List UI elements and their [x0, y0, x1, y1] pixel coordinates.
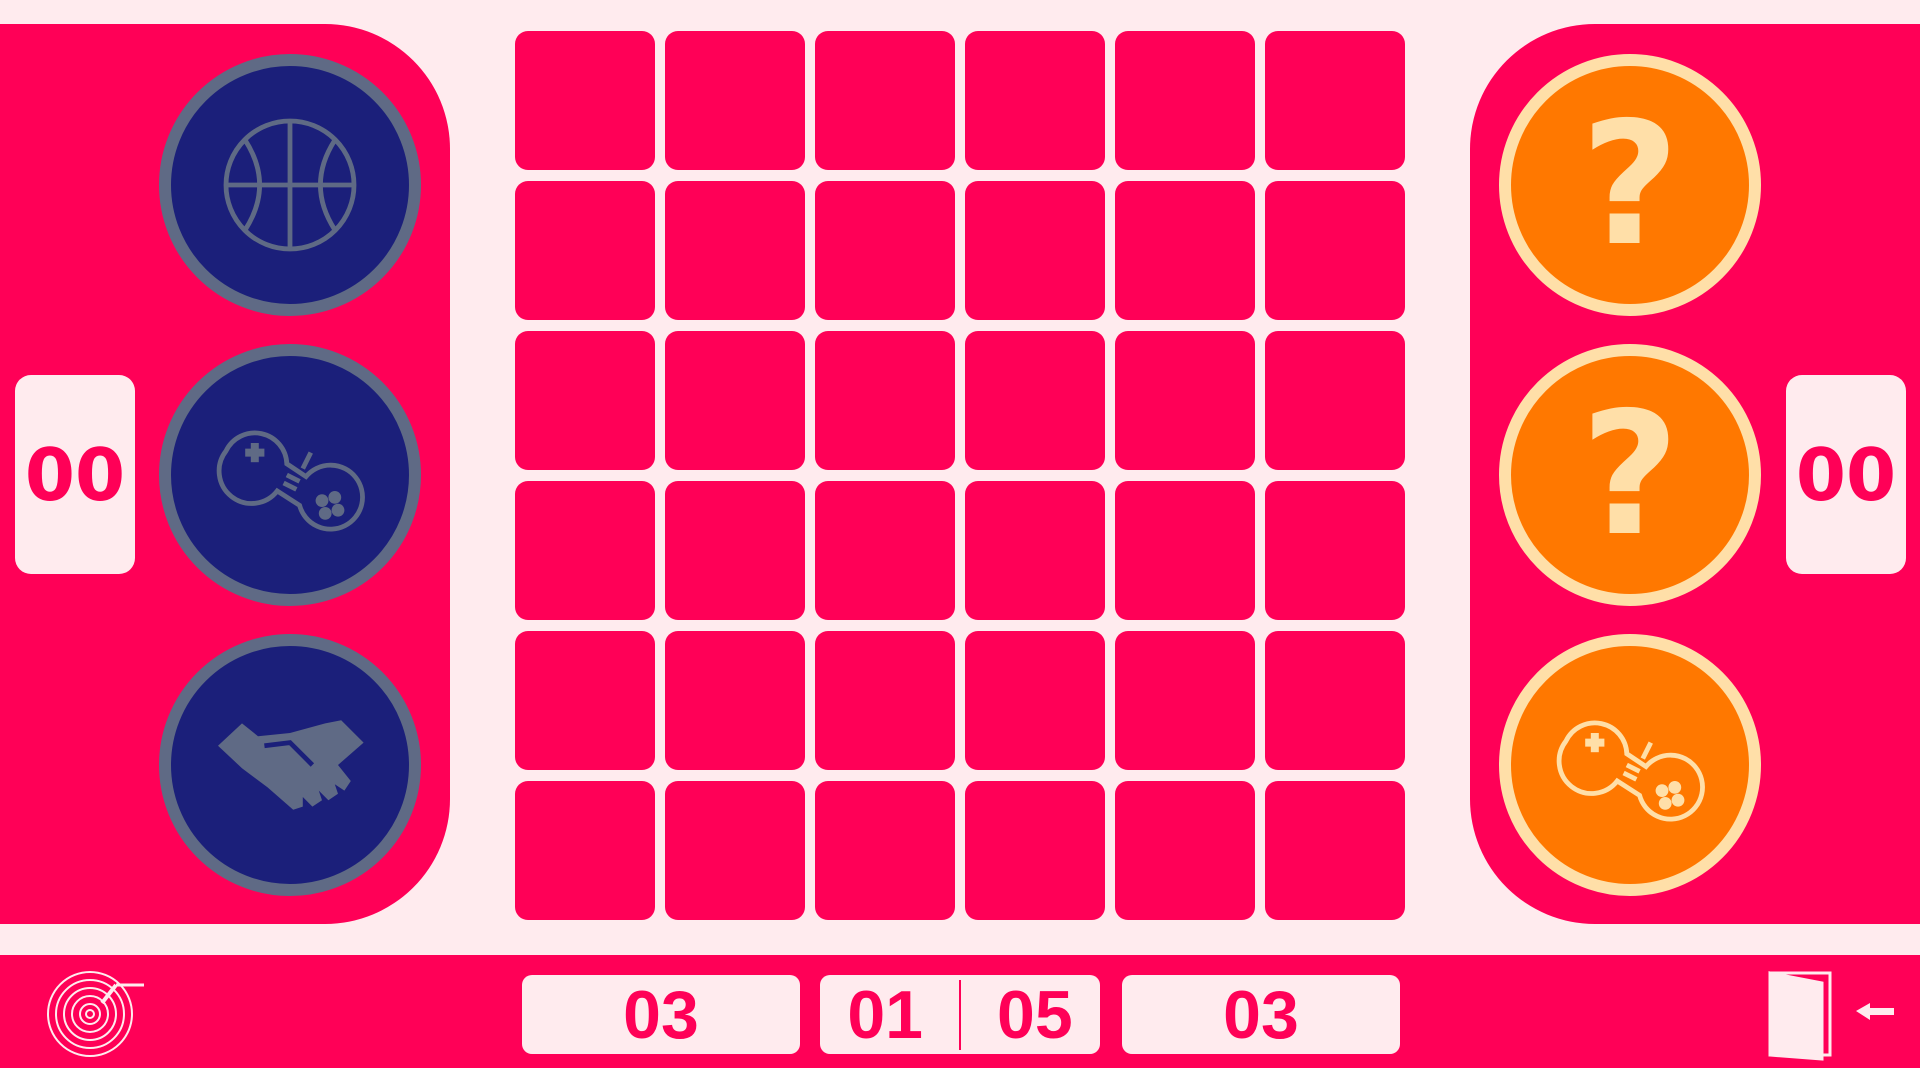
board-card[interactable] [665, 481, 805, 620]
left-counter: 03 [522, 975, 800, 1054]
board-card[interactable] [515, 481, 655, 620]
board-card[interactable] [1115, 331, 1255, 470]
question-icon: ? [1580, 376, 1680, 574]
board-card[interactable] [965, 781, 1105, 920]
right-counter-value: 03 [1223, 976, 1299, 1053]
board-card[interactable] [1115, 181, 1255, 320]
board-card[interactable] [515, 631, 655, 770]
music-toggle-button[interactable] [46, 969, 146, 1063]
board-card[interactable] [515, 331, 655, 470]
vinyl-record-icon [47, 971, 144, 1057]
board-card[interactable] [515, 31, 655, 170]
player2-token-hidden-1[interactable]: ? [1499, 54, 1761, 316]
board-card[interactable] [815, 481, 955, 620]
board-card[interactable] [665, 631, 805, 770]
board-card[interactable] [1265, 631, 1405, 770]
gamepad-icon [1556, 720, 1705, 822]
board-card[interactable] [965, 31, 1105, 170]
player1-score: 00 [15, 375, 135, 574]
board-card[interactable] [815, 181, 955, 320]
board-card[interactable] [1265, 481, 1405, 620]
round-counter: 01 05 [820, 975, 1100, 1054]
gamepad-icon [216, 430, 365, 532]
board-card[interactable] [1115, 781, 1255, 920]
board-card[interactable] [665, 331, 805, 470]
player1-token-basketball[interactable] [159, 54, 421, 316]
board-card[interactable] [965, 181, 1105, 320]
board-card[interactable] [665, 31, 805, 170]
board-card[interactable] [665, 181, 805, 320]
handshake-icon [218, 720, 364, 810]
board-card[interactable] [515, 781, 655, 920]
board-card[interactable] [815, 331, 955, 470]
player1-token-handshake[interactable] [159, 634, 421, 896]
board-card[interactable] [1115, 481, 1255, 620]
question-icon: ? [1580, 86, 1680, 284]
exit-door-icon [1768, 971, 1894, 1061]
board-card[interactable] [1265, 331, 1405, 470]
board-card[interactable] [815, 31, 955, 170]
board-card[interactable] [1265, 781, 1405, 920]
board-card[interactable] [1115, 631, 1255, 770]
player2-token-hidden-2[interactable]: ? [1499, 344, 1761, 606]
board-card[interactable] [1115, 31, 1255, 170]
board-card[interactable] [1265, 181, 1405, 320]
divider [959, 979, 961, 1050]
board-card[interactable] [965, 331, 1105, 470]
board-card[interactable] [815, 781, 955, 920]
board-card[interactable] [965, 481, 1105, 620]
player2-token-gamepad[interactable] [1499, 634, 1761, 896]
player2-score: 00 [1786, 375, 1906, 574]
board-card[interactable] [515, 181, 655, 320]
right-counter: 03 [1122, 975, 1400, 1054]
board-card[interactable] [815, 631, 955, 770]
memory-board [515, 31, 1405, 920]
board-card[interactable] [665, 781, 805, 920]
exit-button[interactable] [1766, 971, 1896, 1065]
left-counter-value: 03 [623, 976, 699, 1053]
round-total: 05 [997, 976, 1073, 1053]
basketball-icon [223, 118, 357, 252]
round-current: 01 [847, 976, 923, 1053]
board-card[interactable] [1265, 31, 1405, 170]
board-card[interactable] [965, 631, 1105, 770]
player1-token-gamepad[interactable] [159, 344, 421, 606]
status-bar: 03 01 05 03 [0, 955, 1920, 1068]
